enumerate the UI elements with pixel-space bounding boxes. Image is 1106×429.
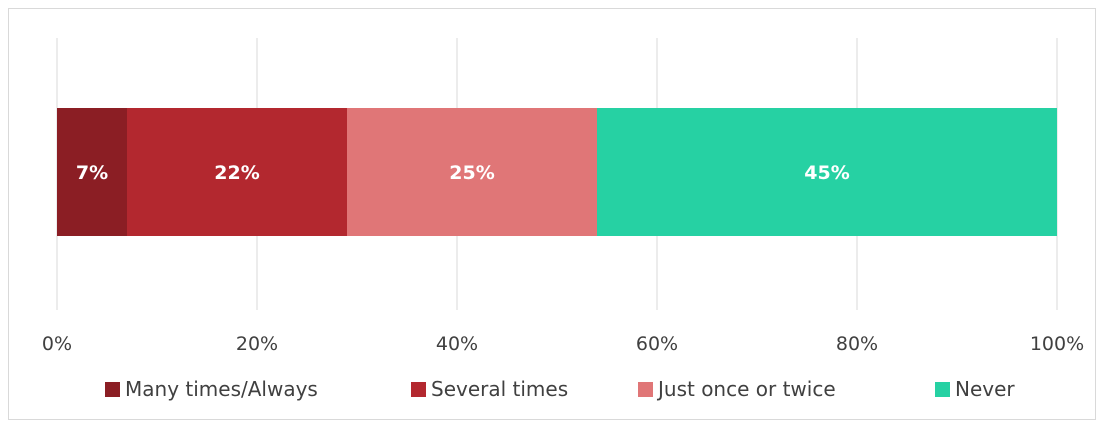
legend: Many times/Always Several times Just once … xyxy=(105,377,1015,401)
bar-segments xyxy=(57,108,1057,236)
bar-segment xyxy=(597,108,1057,236)
x-tick-label: 60% xyxy=(636,333,678,355)
legend-label: Several times xyxy=(431,377,568,401)
bar-segment xyxy=(57,108,127,236)
chart-frame: 7% 22% 25% 45% 0% 20% 40% 60% 80% 100% Many time… xyxy=(8,8,1096,420)
x-tick-label: 100% xyxy=(1030,333,1084,355)
x-axis-tick-labels: 0% 20% 40% 60% 80% 100% xyxy=(42,333,1084,355)
x-tick-label: 80% xyxy=(836,333,878,355)
x-tick-label: 40% xyxy=(436,333,478,355)
legend-label: Just once or twice xyxy=(656,377,836,401)
data-label: 25% xyxy=(449,162,494,184)
x-tick-label: 0% xyxy=(42,333,72,355)
legend-label: Many times/Always xyxy=(125,377,318,401)
data-labels: 7% 22% 25% 45% xyxy=(76,162,850,184)
data-label: 7% xyxy=(76,162,108,184)
bar-segment xyxy=(127,108,347,236)
legend-label: Never xyxy=(955,377,1015,401)
data-label: 22% xyxy=(214,162,259,184)
legend-swatch xyxy=(638,382,653,397)
legend-swatch xyxy=(105,382,120,397)
x-tick-label: 20% xyxy=(236,333,278,355)
legend-swatch xyxy=(411,382,426,397)
data-label: 45% xyxy=(804,162,849,184)
bar-segment xyxy=(347,108,597,236)
legend-swatch xyxy=(935,382,950,397)
